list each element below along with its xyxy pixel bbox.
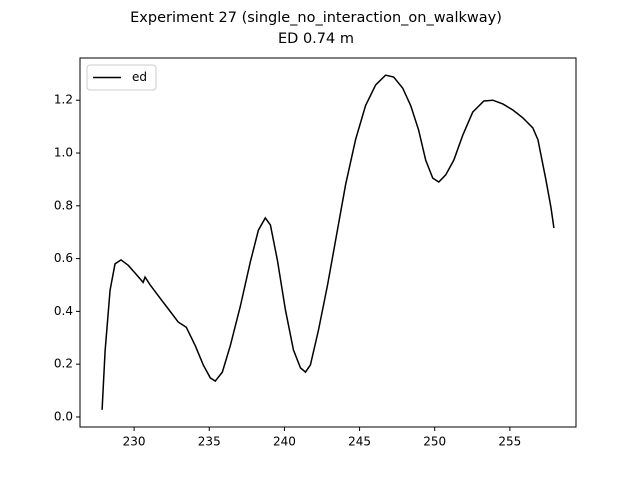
x-tick-label: 250	[423, 435, 446, 449]
y-tick-label: 0.6	[54, 251, 73, 265]
data-line	[101, 74, 555, 410]
y-tick-label: 0.0	[54, 409, 73, 423]
y-tick-label: 0.2	[54, 357, 73, 371]
plot-frame	[79, 57, 577, 428]
y-tick-label: 0.8	[54, 198, 73, 212]
x-tick-label: 240	[273, 435, 296, 449]
x-tick-label: 235	[198, 435, 221, 449]
y-tick-label: 0.4	[54, 304, 73, 318]
x-tick-label: 245	[348, 435, 371, 449]
x-tick-label: 230	[123, 435, 146, 449]
chart-title: Experiment 27 (single_no_interaction_on_…	[130, 10, 502, 26]
legend-box	[86, 64, 157, 91]
y-tick-label: 1.0	[54, 146, 73, 160]
chart-subtitle: ED 0.74 m	[278, 31, 354, 47]
y-tick-label: 1.2	[54, 93, 73, 107]
legend-label: ed	[132, 70, 147, 84]
x-tick-label: 255	[498, 435, 521, 449]
